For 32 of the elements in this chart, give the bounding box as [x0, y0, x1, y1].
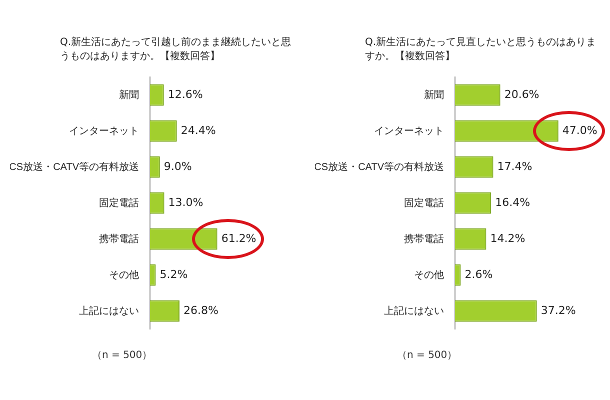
data-label: 13.0% [168, 196, 204, 209]
data-label: 24.4% [180, 124, 216, 137]
data-label: 37.2% [540, 304, 576, 317]
data-label: 16.4% [495, 196, 530, 209]
y-tick-label: インターネット [374, 126, 444, 137]
data-label: 14.2% [490, 232, 526, 245]
y-tick-label: CS放送・CATV等の有料放送 [314, 160, 444, 173]
y-tick-label: インターネット [69, 126, 139, 137]
data-label: 12.6% [168, 88, 203, 101]
data-label: 26.8% [183, 304, 218, 317]
data-label: 17.4% [497, 160, 532, 173]
chart-title: Q.新生活にあたって引越し前のまま継続したいと思うものはありますか。【複数回答】 [60, 36, 292, 64]
data-label: 2.6% [464, 268, 493, 281]
data-label: 61.2% [221, 232, 256, 245]
data-label: 47.0% [562, 124, 598, 137]
y-tick-label: 新聞 [119, 88, 139, 101]
y-tick-label: 固定電話 [404, 196, 444, 209]
y-tick-label: 上記にはない [79, 304, 139, 317]
y-tick-label: CS放送・CATV等の有料放送 [9, 160, 139, 173]
y-tick-label: 携帯電話 [99, 232, 139, 245]
data-label: 20.6% [504, 88, 540, 101]
data-label: 9.0% [164, 160, 192, 173]
y-tick-label: その他 [109, 268, 139, 281]
y-tick-label: 携帯電話 [404, 232, 444, 245]
text: （n = 500） [397, 349, 458, 362]
y-tick-label: 新聞 [424, 88, 444, 101]
text: （n = 500） [92, 349, 152, 362]
y-tick-label: 固定電話 [99, 196, 139, 209]
y-tick-label: その他 [414, 268, 444, 281]
data-label: 5.2% [160, 268, 188, 281]
chart-title: Q.新生活にあたって見直したいと思うものはありますか。【複数回答】 [365, 36, 598, 64]
y-tick-label: 上記にはない [384, 304, 444, 317]
